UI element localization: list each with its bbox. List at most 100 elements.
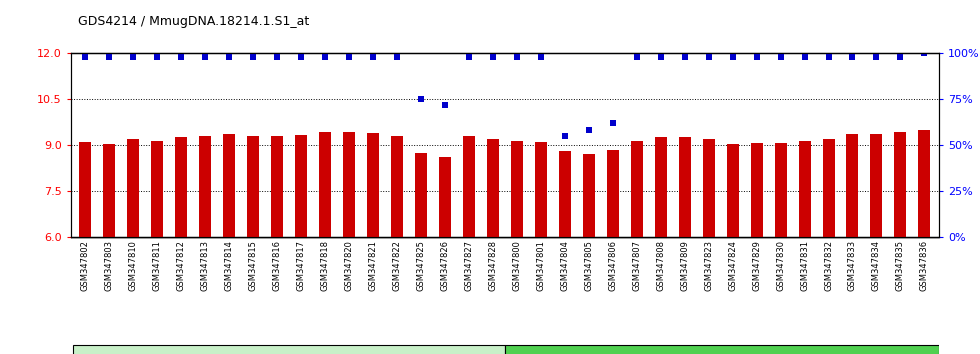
Bar: [607, 150, 618, 237]
Text: GSM347836: GSM347836: [920, 240, 929, 291]
Point: [221, 54, 237, 59]
Text: GSM347823: GSM347823: [704, 240, 713, 291]
Text: GSM347810: GSM347810: [128, 240, 137, 291]
Bar: [487, 139, 499, 237]
Point: [413, 96, 428, 102]
Text: GSM347831: GSM347831: [800, 240, 809, 291]
Bar: [799, 142, 810, 237]
Bar: [895, 132, 906, 237]
Point: [317, 54, 332, 59]
Bar: [222, 135, 235, 237]
Bar: [270, 136, 283, 237]
Point: [820, 54, 836, 59]
Bar: [343, 132, 355, 237]
Point: [653, 54, 668, 59]
Point: [629, 54, 645, 59]
Bar: [73, 346, 505, 354]
Point: [581, 127, 597, 133]
Bar: [511, 141, 522, 237]
Text: GSM347826: GSM347826: [440, 240, 449, 291]
Text: GSM347834: GSM347834: [872, 240, 881, 291]
Point: [509, 54, 524, 59]
Bar: [127, 139, 139, 237]
Text: GSM347829: GSM347829: [752, 240, 761, 291]
Bar: [199, 136, 211, 237]
Text: GSM347825: GSM347825: [416, 240, 425, 291]
Bar: [79, 142, 91, 237]
Point: [677, 54, 693, 59]
Point: [533, 54, 549, 59]
Point: [893, 54, 908, 59]
Point: [868, 54, 884, 59]
Bar: [367, 133, 379, 237]
Bar: [847, 135, 858, 237]
Bar: [463, 136, 474, 237]
Text: GSM347805: GSM347805: [584, 240, 593, 291]
Text: GSM347800: GSM347800: [513, 240, 521, 291]
Bar: [870, 135, 882, 237]
Text: GSM347814: GSM347814: [224, 240, 233, 291]
Bar: [678, 137, 691, 237]
Bar: [726, 144, 739, 237]
Point: [293, 54, 309, 59]
Bar: [535, 142, 547, 237]
Text: GSM347806: GSM347806: [609, 240, 617, 291]
Bar: [559, 151, 570, 237]
Bar: [822, 139, 835, 237]
Bar: [439, 158, 451, 237]
Bar: [318, 132, 331, 237]
Text: GSM347802: GSM347802: [80, 240, 89, 291]
Point: [173, 54, 189, 59]
Point: [389, 54, 405, 59]
Bar: [655, 137, 666, 237]
Point: [845, 54, 860, 59]
Bar: [174, 137, 187, 237]
Point: [725, 54, 741, 59]
Text: GSM347808: GSM347808: [656, 240, 665, 291]
Point: [245, 54, 261, 59]
Text: GSM347811: GSM347811: [153, 240, 162, 291]
Bar: [918, 130, 930, 237]
Bar: [103, 144, 115, 237]
Text: GSM347801: GSM347801: [536, 240, 545, 291]
Text: GSM347807: GSM347807: [632, 240, 641, 291]
Text: GSM347830: GSM347830: [776, 240, 785, 291]
Text: GSM347832: GSM347832: [824, 240, 833, 291]
Text: GSM347828: GSM347828: [488, 240, 497, 291]
Point: [437, 102, 453, 108]
Point: [269, 54, 284, 59]
Bar: [583, 154, 595, 237]
Point: [101, 54, 117, 59]
Bar: [505, 346, 939, 354]
Text: GSM347821: GSM347821: [368, 240, 377, 291]
Text: GSM347803: GSM347803: [105, 240, 114, 291]
Bar: [295, 135, 307, 237]
Point: [605, 120, 620, 126]
Text: GSM347817: GSM347817: [296, 240, 306, 291]
Bar: [774, 143, 787, 237]
Point: [701, 54, 716, 59]
Text: GSM347824: GSM347824: [728, 240, 737, 291]
Text: GSM347804: GSM347804: [561, 240, 569, 291]
Bar: [703, 139, 714, 237]
Text: GSM347815: GSM347815: [248, 240, 258, 291]
Bar: [415, 153, 426, 237]
Point: [557, 133, 572, 139]
Text: GSM347816: GSM347816: [272, 240, 281, 291]
Bar: [630, 141, 643, 237]
Text: GSM347835: GSM347835: [896, 240, 905, 291]
Point: [461, 54, 476, 59]
Text: GSM347818: GSM347818: [320, 240, 329, 291]
Bar: [151, 141, 163, 237]
Point: [77, 54, 93, 59]
Bar: [391, 136, 403, 237]
Point: [341, 54, 357, 59]
Text: GSM347833: GSM347833: [848, 240, 857, 291]
Point: [125, 54, 141, 59]
Point: [797, 54, 812, 59]
Text: GSM347827: GSM347827: [465, 240, 473, 291]
Text: GSM347820: GSM347820: [344, 240, 354, 291]
Point: [772, 54, 788, 59]
Point: [916, 50, 932, 56]
Text: GSM347813: GSM347813: [200, 240, 210, 291]
